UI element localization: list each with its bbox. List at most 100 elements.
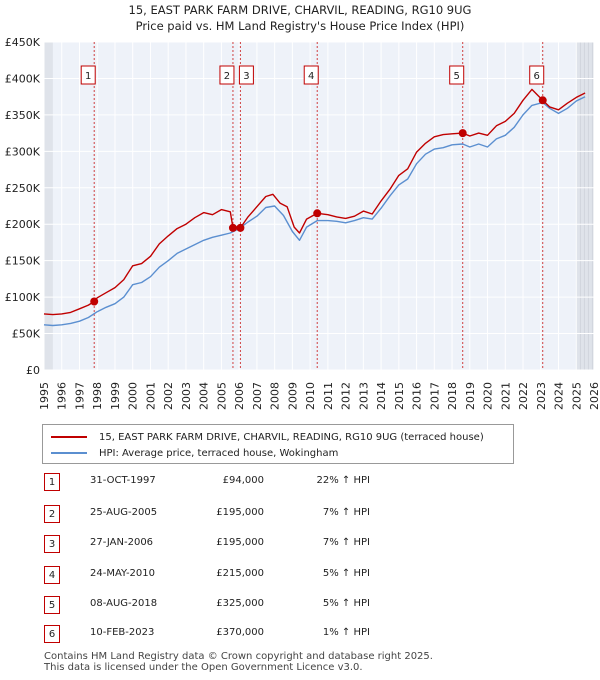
sale-date: 08-AUG-2018 [90, 598, 158, 609]
sale-number-box: 3 [44, 535, 60, 553]
sale-point [90, 297, 99, 306]
sale-number: 5 [48, 599, 56, 611]
sale-label-box [449, 65, 465, 85]
sale-label-box [238, 65, 254, 85]
sale-price: £195,000 [216, 507, 264, 518]
x-tick-label: 2021 [499, 382, 512, 410]
sale-price: £370,000 [216, 627, 264, 638]
x-tick-label: 2026 [588, 382, 600, 410]
sale-label-box [219, 65, 235, 85]
sale-date: 27-JAN-2006 [90, 537, 154, 548]
sale-date: 10-FEB-2023 [90, 627, 155, 638]
sale-number-box: 1 [44, 473, 60, 491]
sale-number: 3 [48, 538, 56, 550]
y-tick-label: £250K [5, 182, 41, 195]
x-tick-label: 2018 [446, 382, 459, 410]
footer: Contains HM Land Registry data © Crown c… [44, 651, 433, 673]
x-tick-label: 2006 [233, 382, 246, 410]
x-tick-label: 1999 [109, 382, 122, 410]
x-tick-label: 2014 [375, 382, 388, 410]
x-tick-label: 1997 [73, 382, 86, 410]
y-tick-label: £300K [5, 145, 41, 158]
y-tick-label: £150K [5, 255, 41, 268]
y-tick-label: £100K [5, 291, 41, 304]
x-tick-label: 2009 [286, 382, 299, 410]
x-tick-label: 2023 [535, 382, 548, 410]
sale-price: £94,000 [222, 475, 264, 486]
y-tick-label: £400K [5, 72, 41, 85]
sale-price: £195,000 [216, 537, 264, 548]
shaded-range [576, 42, 594, 370]
legend-label-hpi: HPI: Average price, terraced house, Woki… [99, 447, 339, 459]
legend-item-hpi: HPI: Average price, terraced house, Woki… [51, 446, 338, 460]
y-tick-label: £200K [5, 218, 41, 231]
sale-label-box [303, 65, 319, 85]
footer-line-1: Contains HM Land Registry data © Crown c… [44, 651, 433, 662]
plot-background [44, 42, 594, 370]
sale-hpi-diff: 7% ↑ HPI [322, 507, 370, 518]
table-row: 1 31-OCT-1997 £94,000 22% ↑ HPI [0, 473, 600, 491]
sale-number: 2 [48, 508, 56, 520]
x-tick-label: 2012 [340, 382, 353, 410]
x-tick-label: 2025 [570, 382, 583, 410]
series-line [43, 88, 586, 316]
sale-hpi-diff: 5% ↑ HPI [322, 598, 370, 609]
legend-label-property: 15, EAST PARK FARM DRIVE, CHARVIL, READI… [99, 431, 484, 443]
x-tick-label: 2015 [393, 382, 406, 410]
sale-date: 25-AUG-2005 [90, 507, 158, 518]
x-tick-label: 2020 [482, 382, 495, 410]
sale-label: 4 [308, 71, 314, 82]
x-tick-label: 1998 [91, 382, 104, 410]
sale-hpi-diff: 7% ↑ HPI [322, 537, 370, 548]
legend-swatch-hpi [51, 452, 87, 454]
table-row: 6 10-FEB-2023 £370,000 1% ↑ HPI [0, 625, 600, 643]
x-tick-label: 2016 [411, 382, 424, 410]
table-row: 3 27-JAN-2006 £195,000 7% ↑ HPI [0, 535, 600, 553]
sale-point [228, 223, 237, 232]
x-tick-label: 2017 [428, 382, 441, 410]
x-tick-label: 2001 [144, 382, 157, 410]
sale-date: 31-OCT-1997 [90, 475, 156, 486]
sale-number-box: 6 [44, 625, 60, 643]
x-tick-label: 2019 [464, 382, 477, 410]
footer-line-2: This data is licensed under the Open Gov… [44, 662, 363, 673]
x-tick-label: 2003 [180, 382, 193, 410]
y-tick-label: £450K [5, 36, 41, 49]
sale-number: 4 [48, 569, 56, 581]
sale-point [458, 129, 467, 138]
legend: 15, EAST PARK FARM DRIVE, CHARVIL, READI… [42, 424, 514, 464]
sale-hpi-diff: 1% ↑ HPI [322, 627, 370, 638]
sale-label: 6 [534, 71, 540, 82]
x-tick-label: 2011 [322, 382, 335, 410]
x-tick-label: 2007 [251, 382, 264, 410]
shaded-range [44, 42, 53, 370]
sale-label: 3 [243, 71, 249, 82]
y-tick-label: £350K [5, 109, 41, 122]
sale-number: 6 [48, 628, 56, 640]
series-line [43, 96, 586, 327]
y-tick-label: £50K [12, 328, 41, 341]
sale-hpi-diff: 5% ↑ HPI [322, 568, 370, 579]
table-row: 5 08-AUG-2018 £325,000 5% ↑ HPI [0, 596, 600, 614]
table-row: 2 25-AUG-2005 £195,000 7% ↑ HPI [0, 505, 600, 523]
sale-label: 5 [454, 71, 460, 82]
x-tick-label: 2002 [162, 382, 175, 410]
legend-item-property: 15, EAST PARK FARM DRIVE, CHARVIL, READI… [51, 430, 484, 444]
sale-label: 2 [224, 71, 230, 82]
sale-label: 1 [85, 71, 91, 82]
chart-subtitle: Price paid vs. HM Land Registry's House … [136, 19, 465, 33]
chart-title: 15, EAST PARK FARM DRIVE, CHARVIL, READI… [129, 3, 472, 17]
table-row: 4 24-MAY-2010 £215,000 5% ↑ HPI [0, 566, 600, 584]
sale-point [236, 223, 245, 232]
x-tick-label: 2010 [304, 382, 317, 410]
y-tick-label: £0 [26, 364, 40, 377]
x-tick-label: 1996 [56, 382, 69, 410]
x-tick-label: 2008 [269, 382, 282, 410]
legend-swatch-property [51, 436, 87, 438]
sale-number-box: 2 [44, 505, 60, 523]
sale-date: 24-MAY-2010 [90, 568, 156, 579]
sale-price: £325,000 [216, 598, 264, 609]
sale-label-box [529, 65, 545, 85]
x-tick-label: 2004 [198, 382, 211, 410]
x-tick-label: 2005 [215, 382, 228, 410]
